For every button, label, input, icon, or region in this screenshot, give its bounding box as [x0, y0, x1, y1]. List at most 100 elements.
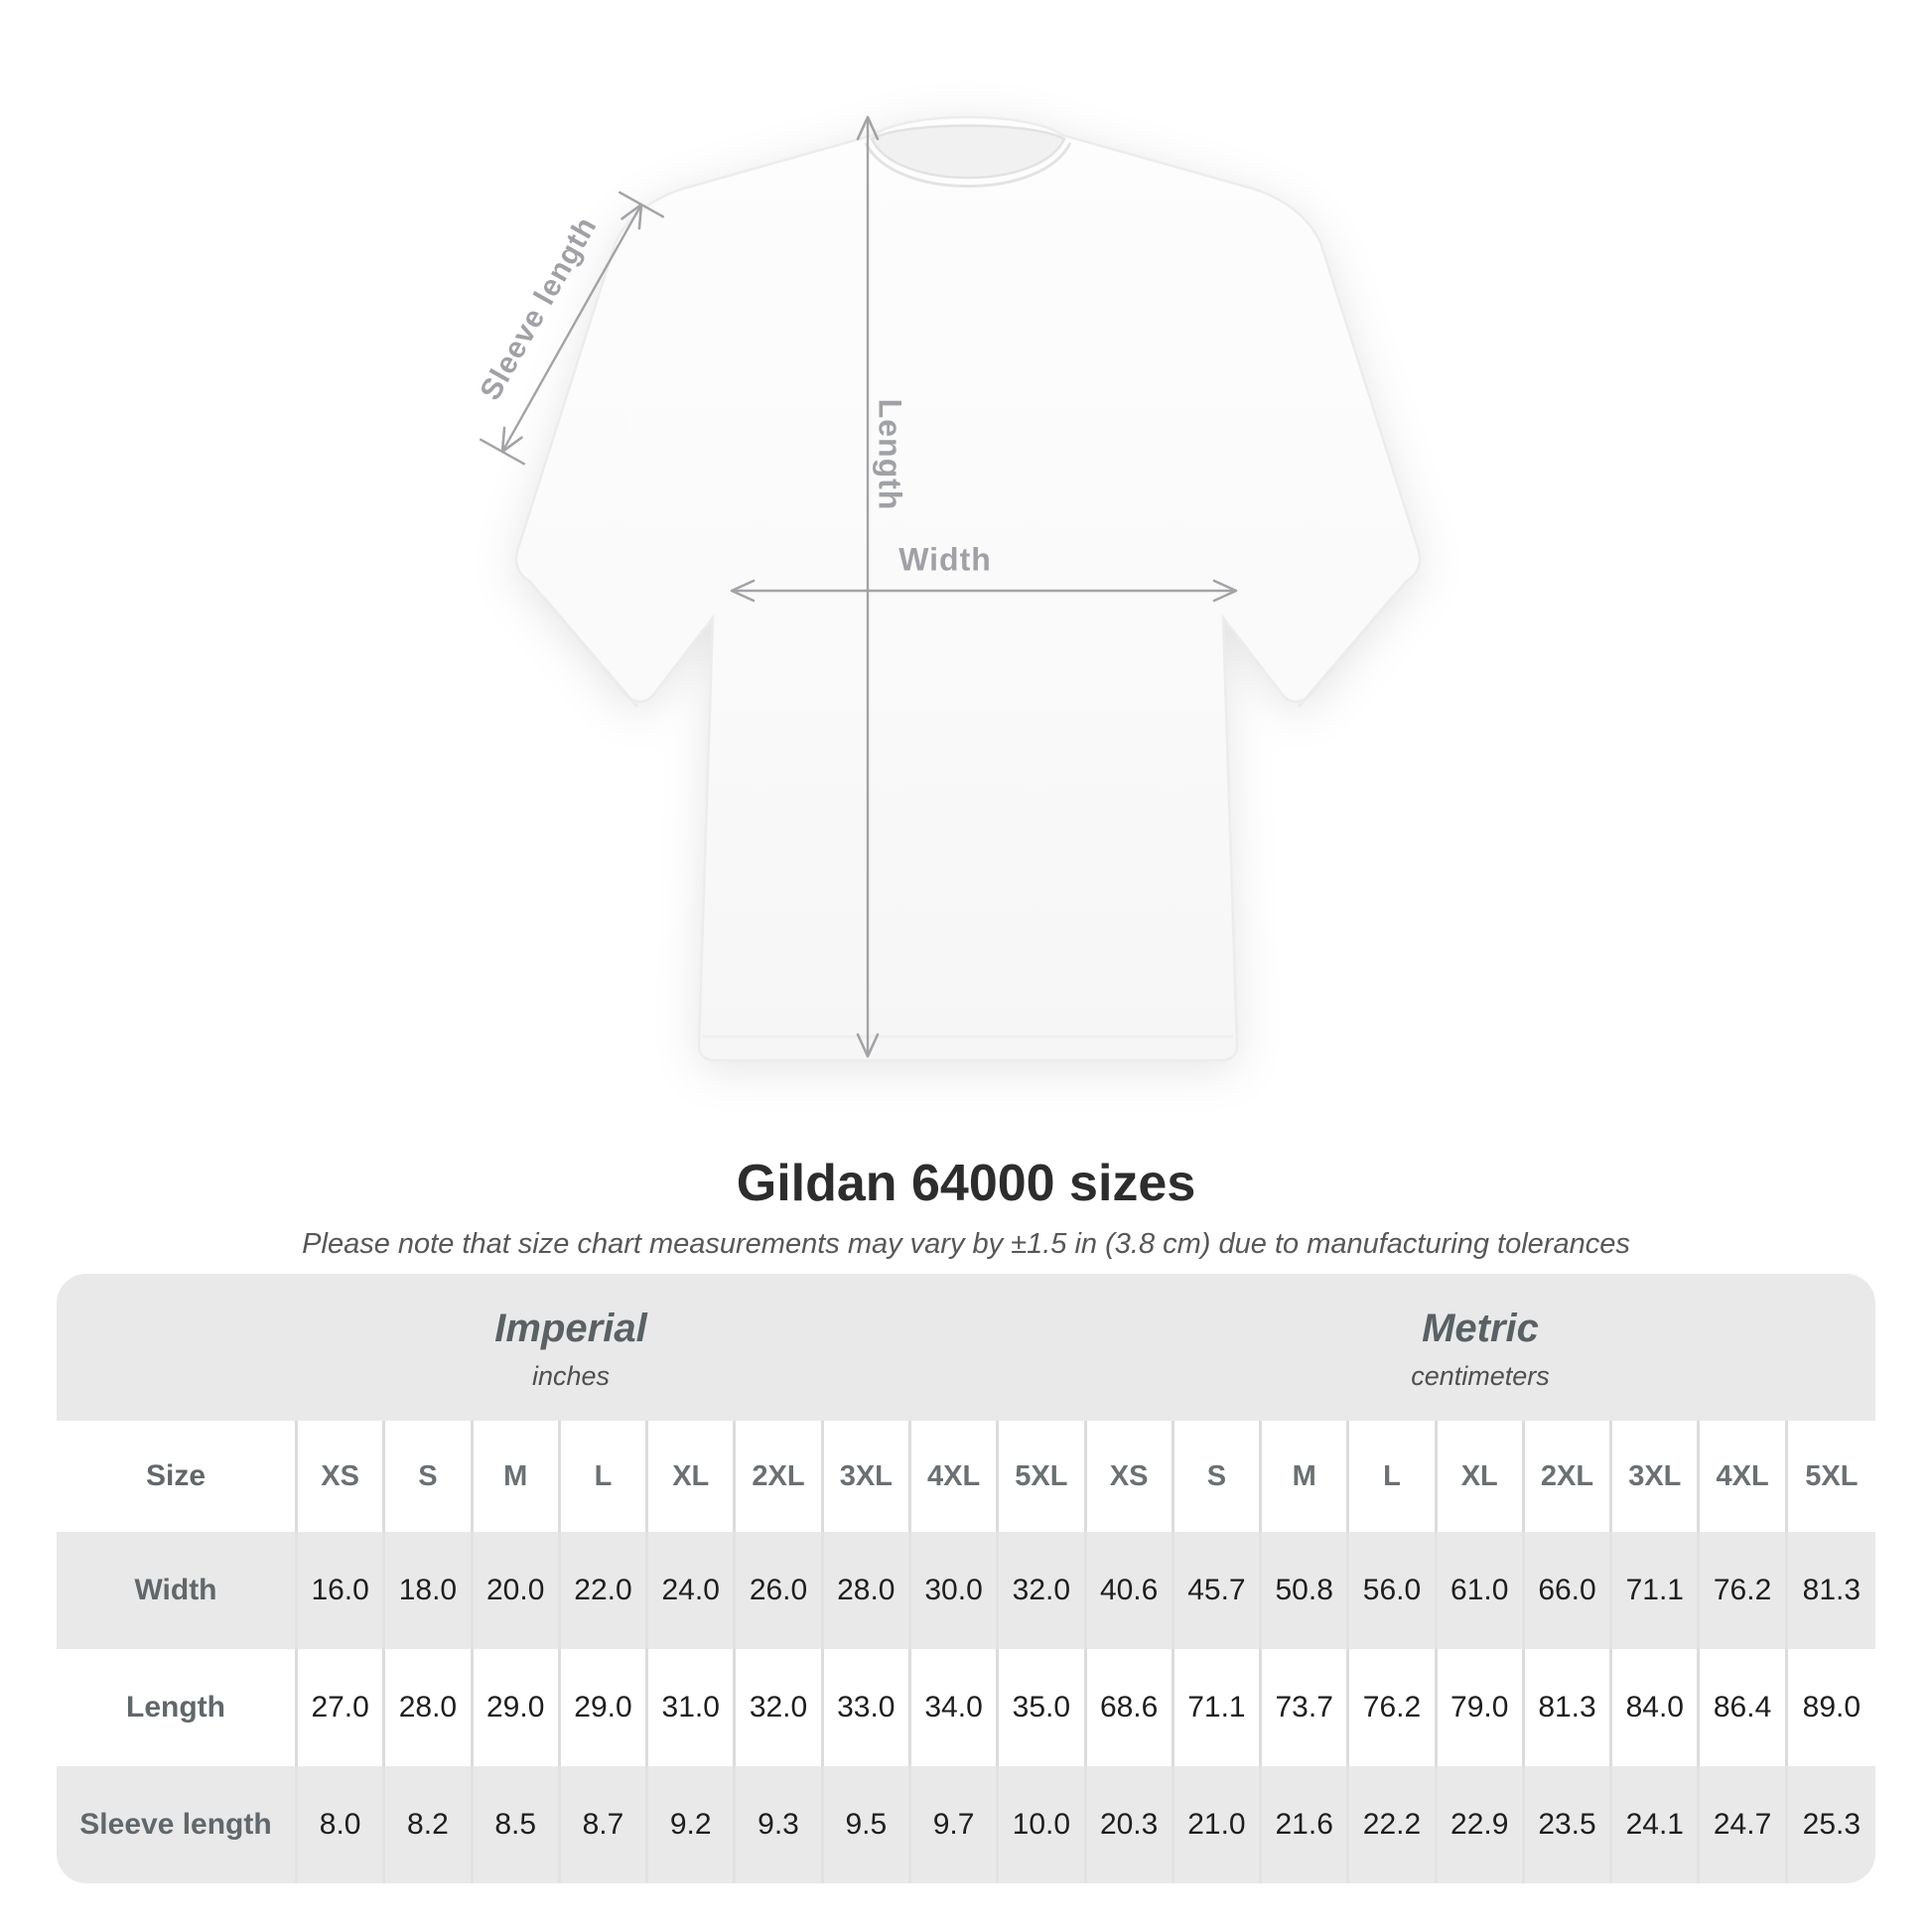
tshirt-shape: [514, 115, 1422, 1062]
size-value-cell: 8.5: [474, 1766, 561, 1883]
data-row-length: Length 27.0 28.0 29.0 29.0 31.0 32.0 33.0 34.0 35…: [57, 1649, 1875, 1766]
size-value-cell: 18.0: [385, 1532, 474, 1649]
size-value-cell: 28.0: [385, 1649, 474, 1766]
size-col-header: XS: [1087, 1421, 1174, 1532]
size-col-header: XS: [298, 1421, 386, 1532]
size-col-header: 3XL: [824, 1421, 911, 1532]
tshirt-collar: [870, 124, 1066, 180]
size-value-cell: 66.0: [1525, 1532, 1613, 1649]
size-value-cell: 32.0: [999, 1532, 1087, 1649]
size-table: Imperial inches Metric centimeters Size X…: [57, 1274, 1875, 1883]
size-value-cell: 25.3: [1802, 1808, 1862, 1841]
size-value-cell: 35.0: [999, 1649, 1087, 1766]
row-label: Sleeve length: [57, 1766, 298, 1883]
size-value-cell: 45.7: [1174, 1532, 1263, 1649]
size-value-cell: 10.0: [999, 1766, 1087, 1883]
row-label: Length: [57, 1649, 298, 1766]
size-value-cell: 29.0: [561, 1649, 649, 1766]
size-value-cell: 23.5: [1525, 1766, 1613, 1883]
sleeve-length-arrow: [500, 203, 643, 454]
size-col-header: L: [1349, 1421, 1438, 1532]
imperial-header: Imperial inches: [57, 1274, 1085, 1421]
tshirt-left-cuff-seam: [540, 595, 639, 708]
size-table-rows: Size XS S M L XL 2XL 3XL 4XL 5XL XS S M L XL 2XL 3XL 4XL 5…: [57, 1421, 1875, 1883]
measurement-lines: [479, 115, 1238, 1058]
unit-groups-header: Imperial inches Metric centimeters: [57, 1274, 1875, 1421]
size-col-header: L: [561, 1421, 649, 1532]
size-col-header: 2XL: [736, 1421, 824, 1532]
size-value-cell: 24.1: [1612, 1766, 1701, 1883]
size-value-cell: 9.3: [736, 1766, 824, 1883]
size-col-header: S: [1174, 1421, 1263, 1532]
metric-header: Metric centimeters: [1085, 1274, 1875, 1421]
size-col-header: XL: [648, 1421, 737, 1532]
size-value-cell: 71.1: [1174, 1649, 1263, 1766]
size-value-cell: 32.0: [736, 1649, 824, 1766]
size-col-header: M: [474, 1421, 561, 1532]
metric-unit: centimeters: [1411, 1361, 1550, 1391]
size-col-header: XL: [1438, 1421, 1525, 1532]
size-value-cell: 30.0: [911, 1532, 1000, 1649]
size-value-cell: 22.9: [1438, 1766, 1525, 1883]
length-label: Length: [872, 398, 908, 511]
size-col-header: M: [1262, 1421, 1350, 1532]
size-value-cell: 8.7: [561, 1766, 649, 1883]
size-value-cell: 9.5: [824, 1766, 911, 1883]
size-value-cell: 22.0: [561, 1532, 649, 1649]
size-value-cell: 24.0: [648, 1532, 737, 1649]
size-value-cell: 76.2: [1349, 1649, 1438, 1766]
metric-title: Metric: [1422, 1307, 1539, 1350]
size-value-cell: 50.8: [1262, 1532, 1350, 1649]
size-value-cell: 20.3: [1087, 1766, 1174, 1883]
size-value-cell: 9.7: [911, 1766, 1000, 1883]
size-value-cell: 73.7: [1262, 1649, 1350, 1766]
size-col-header: 2XL: [1525, 1421, 1613, 1532]
tshirt-right-cuff-seam: [1297, 595, 1396, 708]
size-value-cell: 9.2: [648, 1766, 737, 1883]
size-col-header: 5XL: [999, 1421, 1087, 1532]
size-value-cell: 79.0: [1438, 1649, 1525, 1766]
size-value-cell: 71.1: [1612, 1532, 1701, 1649]
tshirt-collar-seam: [864, 142, 1072, 188]
sleeve-arrow-top-tick: [618, 191, 665, 218]
tolerance-note: Please note that size chart measurements…: [302, 1228, 1630, 1260]
size-value-cell: 16.0: [298, 1532, 386, 1649]
size-value-cell: 81.3: [1525, 1649, 1613, 1766]
imperial-title: Imperial: [494, 1307, 647, 1350]
size-value-cell: 31.0: [648, 1649, 737, 1766]
tshirt-graphic: [479, 115, 1422, 1062]
data-row-sleeve-length: Sleeve length 8.0 8.2 8.5 8.7 9.2 9.3 9.5 9.7 10.…: [57, 1766, 1875, 1883]
data-row-width: Width 16.0 18.0 20.0 22.0 24.0 26.0 28.0 30.0 32.…: [57, 1532, 1875, 1649]
size-value-cell: 68.6: [1087, 1649, 1174, 1766]
size-col-header: 4XL: [1700, 1421, 1788, 1532]
size-value-cell: 20.0: [474, 1532, 561, 1649]
row-label: Width: [57, 1532, 298, 1649]
size-value-cell: 22.2: [1349, 1766, 1438, 1883]
width-label: Width: [898, 541, 992, 578]
size-header-row: Size XS S M L XL 2XL 3XL 4XL 5XL XS S M L XL 2XL 3XL 4XL 5…: [57, 1421, 1875, 1532]
size-value-cell: 84.0: [1612, 1649, 1701, 1766]
sleeve-arrow-bottom-tick: [479, 438, 526, 466]
size-value-cell: 26.0: [736, 1532, 824, 1649]
size-value-cell: 27.0: [298, 1649, 386, 1766]
size-value-cell: 28.0: [824, 1532, 911, 1649]
size-value-cell: 81.3: [1802, 1574, 1862, 1606]
size-col-header: 4XL: [911, 1421, 1000, 1532]
tshirt-diagram: Sleeve length Length Width: [474, 115, 1422, 1062]
size-value-cell: 34.0: [911, 1649, 1000, 1766]
size-value-cell: 24.7: [1700, 1766, 1788, 1883]
size-value-cell: 21.6: [1262, 1766, 1350, 1883]
row-label: Size: [57, 1421, 298, 1532]
size-col-header: 3XL: [1612, 1421, 1701, 1532]
size-value-cell: 8.2: [385, 1766, 474, 1883]
size-value-cell: 61.0: [1438, 1532, 1525, 1649]
size-col-header: 5XL: [1805, 1459, 1859, 1492]
size-value-cell: 56.0: [1349, 1532, 1438, 1649]
size-value-cell: 8.0: [298, 1766, 386, 1883]
size-col-header: S: [385, 1421, 474, 1532]
size-value-cell: 89.0: [1802, 1691, 1862, 1724]
size-value-cell: 21.0: [1174, 1766, 1263, 1883]
size-value-cell: 76.2: [1700, 1532, 1788, 1649]
size-value-cell: 29.0: [474, 1649, 561, 1766]
